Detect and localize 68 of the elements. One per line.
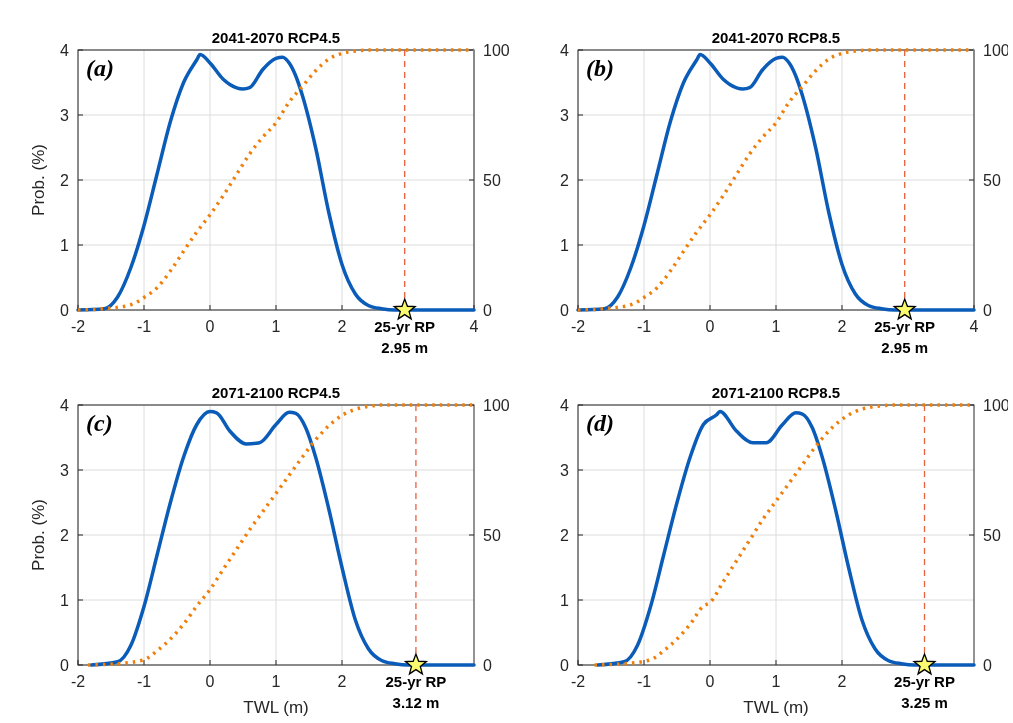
y-tick-label: 1 xyxy=(60,591,70,609)
y-tick-label: 3 xyxy=(60,106,70,124)
x-tick-label: 0 xyxy=(705,673,715,690)
annotation: (b) xyxy=(586,55,614,81)
x-tick-label: 2 xyxy=(337,318,347,335)
y-tick-label: 4 xyxy=(560,396,570,414)
y2-tick-label: 50 xyxy=(983,171,1001,189)
x-axis-title: TWL (m) xyxy=(743,698,809,717)
chart-title: 2071-2100 RCP8.5 xyxy=(711,384,841,401)
y-tick-label: 1 xyxy=(60,236,70,254)
annotation: (d) xyxy=(586,410,614,436)
x-tick-label: 1 xyxy=(271,318,281,335)
x-tick-label: -2 xyxy=(570,318,586,335)
x-tick-label: 1 xyxy=(771,318,781,335)
y-tick-label: 0 xyxy=(560,656,570,674)
x-tick-label: 4 xyxy=(969,318,979,335)
y-tick-label: 2 xyxy=(60,526,70,544)
y2-tick-label: 100 xyxy=(483,396,510,414)
x-tick-label: 1 xyxy=(271,673,281,690)
y-tick-label: 2 xyxy=(60,171,70,189)
x-tick-label: -1 xyxy=(636,673,652,690)
annotation: (a) xyxy=(86,55,114,81)
y2-tick-label: 0 xyxy=(983,301,992,319)
y2-tick-label: 50 xyxy=(483,526,501,544)
y2-tick-label: 0 xyxy=(483,656,492,674)
y-tick-label: 2 xyxy=(560,171,570,189)
x-tick-label: -1 xyxy=(636,318,652,335)
chart-title: 2041-2070 RCP8.5 xyxy=(711,29,841,46)
y-tick-label: 3 xyxy=(60,461,70,479)
y-tick-label: 1 xyxy=(560,236,570,254)
y-tick-label: 4 xyxy=(60,396,70,414)
x-tick-label: -1 xyxy=(136,673,152,690)
y-tick-label: 0 xyxy=(60,301,70,319)
chart-title: 2041-2070 RCP4.5 xyxy=(211,29,341,46)
x-tick-label: -2 xyxy=(70,673,86,690)
chart-title: 2071-2100 RCP4.5 xyxy=(211,384,341,401)
x-tick-label: 1 xyxy=(771,673,781,690)
x-tick-label: 0 xyxy=(705,318,715,335)
x-axis-title: TWL (m) xyxy=(243,698,309,717)
x-tick-label: 0 xyxy=(205,673,215,690)
x-tick-label: -2 xyxy=(570,673,586,690)
y-tick-label: 2 xyxy=(560,526,570,544)
x-tick-label: 2 xyxy=(837,318,847,335)
x-tick-label: 4 xyxy=(469,318,479,335)
y-tick-label: 0 xyxy=(560,301,570,319)
y-tick-label: 0 xyxy=(60,656,70,674)
y-tick-label: 3 xyxy=(560,461,570,479)
x-tick-label: -1 xyxy=(136,318,152,335)
y2-tick-label: 0 xyxy=(983,656,992,674)
x-tick-label: 2 xyxy=(837,673,847,690)
y-tick-label: 4 xyxy=(60,41,70,59)
x-tick-label: -2 xyxy=(70,318,86,335)
y2-tick-label: 0 xyxy=(483,301,492,319)
y2-tick-label: 50 xyxy=(483,171,501,189)
y-tick-label: 3 xyxy=(560,106,570,124)
y2-tick-label: 100 xyxy=(483,41,510,59)
ref-line-label: 25-yr RP 3.12 m xyxy=(385,673,447,711)
annotation: (c) xyxy=(86,410,113,436)
y2-tick-label: 50 xyxy=(983,526,1001,544)
y-axis-title: Prob. (%) xyxy=(29,144,48,216)
x-tick-label: 2 xyxy=(337,673,347,690)
ref-line-label: 25-yr RP 3.25 m xyxy=(894,673,955,711)
y-tick-label: 1 xyxy=(560,591,570,609)
x-tick-label: 0 xyxy=(205,318,215,335)
y-axis-title: Prob. (%) xyxy=(29,499,48,571)
ref-line-label: 25-yr RP 2.95 m xyxy=(874,318,936,356)
y-tick-label: 4 xyxy=(560,41,570,59)
ref-line-label: 25-yr RP 2.95 m xyxy=(374,318,436,356)
